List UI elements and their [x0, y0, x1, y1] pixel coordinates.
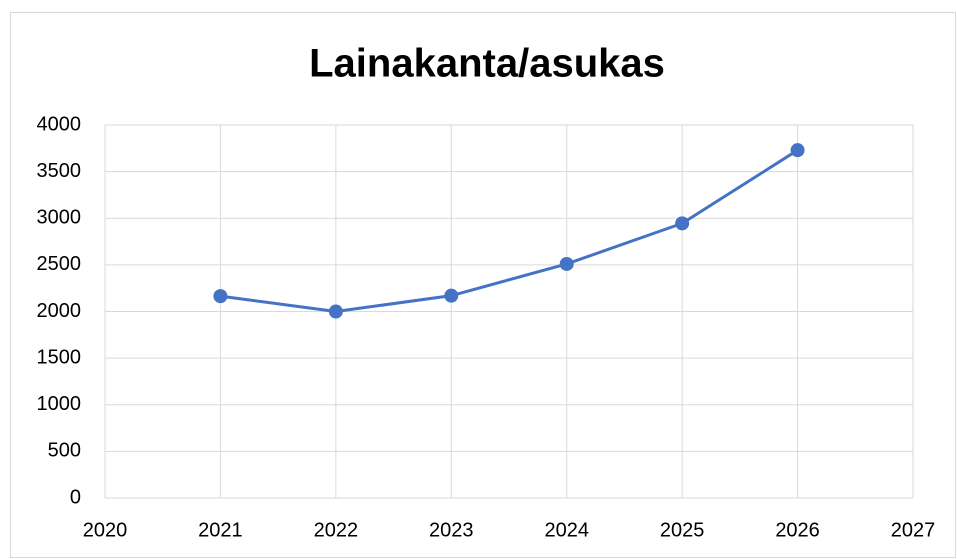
chart-border [10, 12, 956, 558]
chart-title: Lainakanta/asukas [309, 42, 665, 86]
x-tick-label: 2025 [660, 519, 705, 541]
y-tick-label: 1500 [37, 346, 82, 368]
y-tick-label: 1000 [37, 393, 82, 415]
y-tick-label: 3000 [37, 207, 82, 229]
data-point [328, 304, 343, 319]
x-tick-label: 2026 [775, 519, 820, 541]
y-tick-label: 4000 [37, 113, 82, 135]
x-tick-label: 2021 [198, 519, 243, 541]
x-tick-label: 2022 [314, 519, 359, 541]
data-point [559, 256, 574, 271]
x-tick-label: 2027 [891, 519, 936, 541]
data-point [790, 143, 805, 158]
data-point [213, 289, 228, 304]
x-tick-label: 2024 [544, 519, 589, 541]
y-tick-label: 0 [70, 486, 81, 508]
y-tick-label: 2500 [37, 253, 82, 275]
series-line [220, 148, 799, 313]
x-tick-label: 2020 [83, 519, 128, 541]
x-tick-label: 2023 [429, 519, 474, 541]
data-point [675, 216, 690, 231]
y-tick-label: 3500 [37, 160, 82, 182]
y-tick-label: 2000 [37, 300, 82, 322]
y-tick-label: 500 [48, 440, 81, 462]
data-point [444, 288, 459, 303]
